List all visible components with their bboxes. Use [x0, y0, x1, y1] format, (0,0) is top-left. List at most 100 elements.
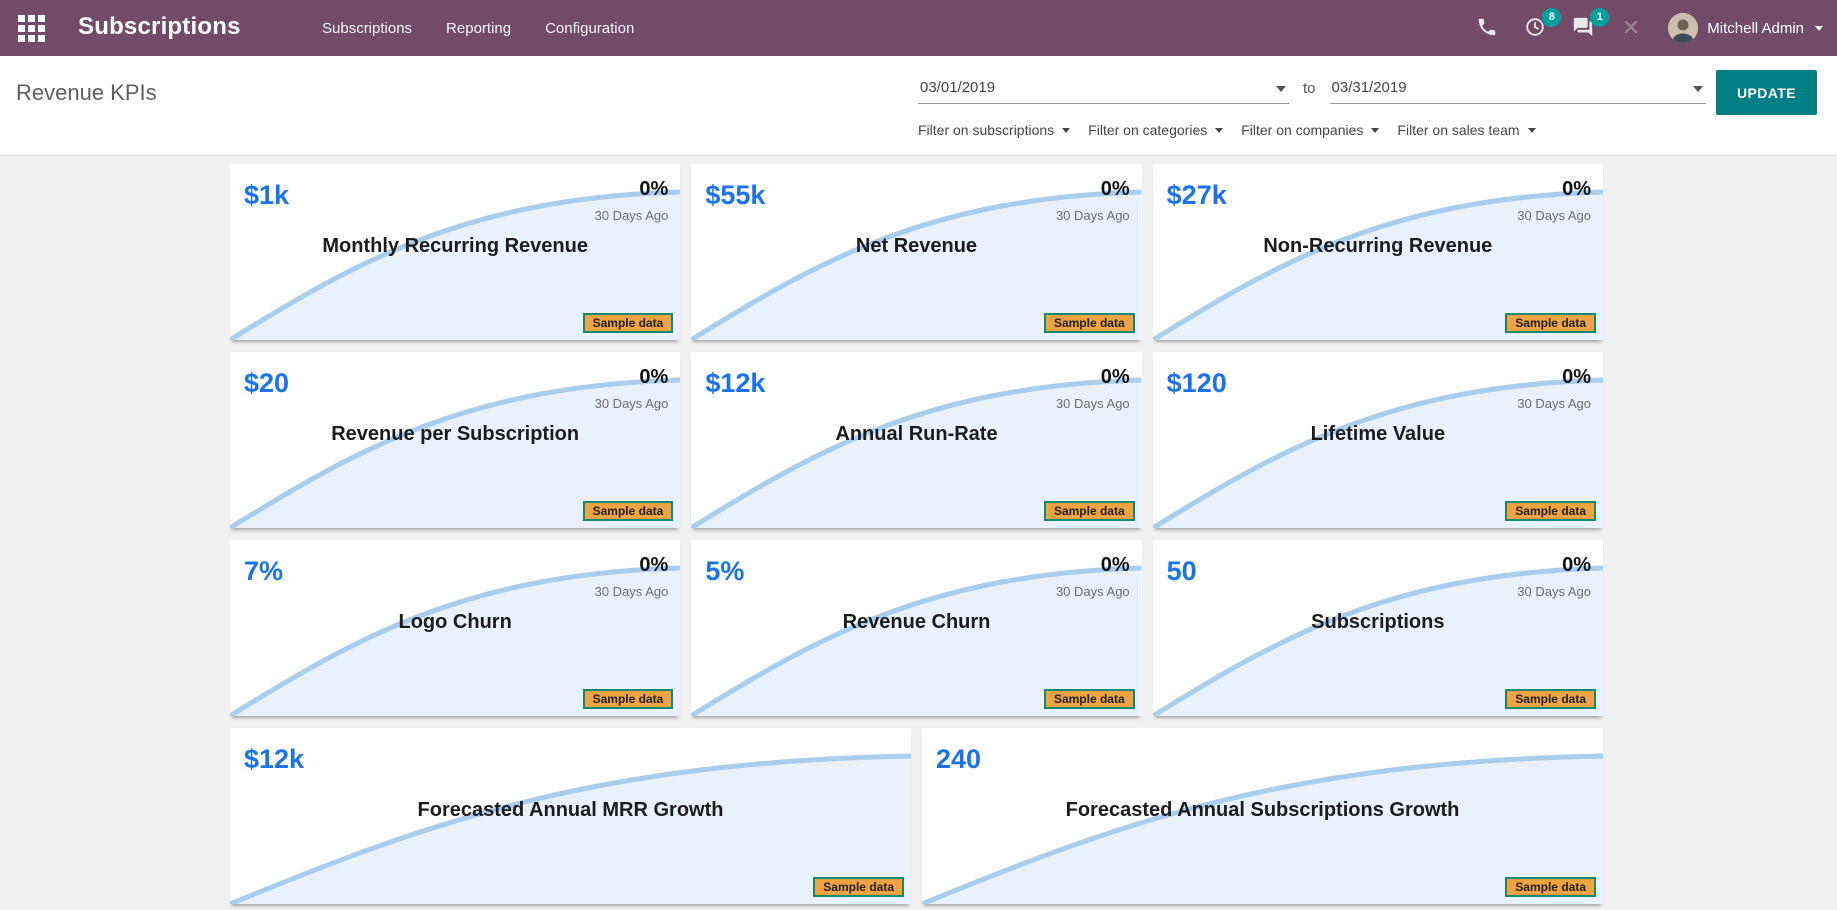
- kpi-change-pct: 0%: [1562, 554, 1591, 576]
- kpi-card-revenue-per-subscription[interactable]: $20 0% 30 Days Ago Revenue per Subscript…: [230, 352, 681, 528]
- kpi-change-period: 30 Days Ago: [1517, 396, 1591, 411]
- sample-data-badge: Sample data: [1505, 689, 1596, 709]
- trend-chart: [230, 540, 681, 716]
- kpi-change: 0% 30 Days Ago: [595, 178, 669, 223]
- sample-data-badge: Sample data: [1043, 501, 1135, 521]
- activity-count-badge: 8: [1542, 8, 1562, 27]
- kpi-value: $20: [244, 368, 290, 398]
- user-name-label: Mitchell Admin: [1707, 19, 1804, 37]
- kpi-title: Net Revenue: [855, 235, 978, 257]
- sample-data-badge: Sample data: [813, 877, 904, 897]
- kpi-card-monthly-recurring-revenue[interactable]: $1k 0% 30 Days Ago Monthly Recurring Rev…: [230, 164, 681, 340]
- chevron-down-icon: [1371, 127, 1380, 133]
- user-menu[interactable]: Mitchell Admin: [1668, 13, 1823, 43]
- kpi-card-subscriptions[interactable]: 50 0% 30 Days Ago Subscriptions Sample d…: [1152, 540, 1603, 716]
- trend-chart: [1152, 164, 1603, 340]
- kpi-card-revenue-churn[interactable]: 5% 0% 30 Days Ago Revenue Churn Sample d…: [691, 540, 1142, 716]
- kpi-value: $12k: [244, 744, 305, 774]
- kpi-value: $1k: [244, 180, 290, 210]
- trend-chart: [922, 728, 1603, 904]
- kpi-title: Subscriptions: [1311, 611, 1445, 633]
- filter-companies-dropdown[interactable]: Filter on companies: [1241, 122, 1380, 138]
- update-button[interactable]: UPDATE: [1716, 70, 1817, 115]
- kpi-change-pct: 0%: [639, 366, 669, 388]
- filter-categories-dropdown[interactable]: Filter on categories: [1088, 122, 1224, 138]
- trend-chart: [230, 164, 681, 340]
- date-from-field[interactable]: [918, 70, 1289, 104]
- crossed-tools-icon[interactable]: [1620, 16, 1644, 40]
- kpi-change-period: 30 Days Ago: [1055, 584, 1130, 599]
- sample-data-badge: Sample data: [1043, 689, 1135, 709]
- user-avatar: [1668, 13, 1699, 43]
- messages-chat-icon[interactable]: 1: [1572, 8, 1610, 40]
- kpi-title: Annual Run-Rate: [835, 423, 998, 445]
- date-range-to-label: to: [1303, 80, 1316, 97]
- kpi-title: Logo Churn: [398, 611, 512, 633]
- kpi-change-period: 30 Days Ago: [1517, 584, 1591, 599]
- menu-item-reporting[interactable]: Reporting: [446, 19, 512, 37]
- main-menu: Subscriptions Reporting Configuration: [322, 0, 634, 56]
- chevron-down-icon[interactable]: [1692, 86, 1703, 92]
- kpi-value: 7%: [244, 556, 284, 586]
- kpi-change: 0% 30 Days Ago: [595, 366, 669, 411]
- trend-chart: [1152, 540, 1603, 716]
- activities-clock-icon[interactable]: 8: [1524, 8, 1562, 40]
- menu-item-subscriptions[interactable]: Subscriptions: [322, 19, 413, 37]
- kpi-change-pct: 0%: [1100, 178, 1130, 200]
- kpi-change-pct: 0%: [1100, 554, 1130, 576]
- navbar-right-cluster: 8 1 Mitchell Admin: [1476, 0, 1823, 56]
- kpi-card-grid: $1k 0% 30 Days Ago Monthly Recurring Rev…: [230, 164, 1603, 904]
- kpi-card-net-revenue[interactable]: $55k 0% 30 Days Ago Net Revenue Sample d…: [691, 164, 1142, 340]
- phone-icon[interactable]: [1476, 16, 1500, 40]
- kpi-change-pct: 0%: [1562, 366, 1591, 388]
- message-count-badge: 1: [1590, 8, 1610, 27]
- kpi-title: Non-Recurring Revenue: [1263, 235, 1493, 257]
- date-to-field[interactable]: [1329, 70, 1706, 104]
- kpi-value: $55k: [705, 180, 766, 210]
- kpi-card-logo-churn[interactable]: 7% 0% 30 Days Ago Logo Churn Sample data: [230, 540, 681, 716]
- kpi-card-forecasted-annual-subscriptions-growth[interactable]: 240 Forecasted Annual Subscriptions Grow…: [922, 728, 1603, 904]
- kpi-title: Forecasted Annual Subscriptions Growth: [1065, 799, 1460, 821]
- page-title: Revenue KPIs: [16, 80, 157, 105]
- sample-data-badge: Sample data: [582, 313, 674, 333]
- kpi-change-pct: 0%: [1100, 366, 1130, 388]
- kpi-card-annual-run-rate[interactable]: $12k 0% 30 Days Ago Annual Run-Rate Samp…: [691, 352, 1142, 528]
- sample-data-badge: Sample data: [582, 501, 674, 521]
- kpi-title: Revenue Churn: [842, 611, 991, 633]
- kpi-value: 5%: [705, 556, 745, 586]
- date-from-input[interactable]: [918, 70, 1289, 100]
- kpi-change: 0% 30 Days Ago: [1056, 366, 1130, 411]
- date-to-input[interactable]: [1329, 70, 1706, 100]
- kpi-value: $12k: [705, 368, 766, 398]
- kpi-change: 0% 30 Days Ago: [1517, 178, 1591, 223]
- kpi-change: 0% 30 Days Ago: [1056, 554, 1130, 599]
- apps-grid-icon[interactable]: [18, 15, 45, 42]
- kpi-card-lifetime-value[interactable]: $120 0% 30 Days Ago Lifetime Value Sampl…: [1152, 352, 1603, 528]
- kpi-change-period: 30 Days Ago: [1055, 396, 1130, 411]
- kpi-change: 0% 30 Days Ago: [595, 554, 669, 599]
- top-navbar: Subscriptions Subscriptions Reporting Co…: [0, 0, 1837, 56]
- trend-chart: [230, 352, 681, 528]
- sample-data-badge: Sample data: [1505, 501, 1596, 521]
- trend-chart: [691, 164, 1142, 340]
- kpi-card-non-recurring-revenue[interactable]: $27k 0% 30 Days Ago Non-Recurring Revenu…: [1152, 164, 1603, 340]
- menu-item-configuration[interactable]: Configuration: [545, 19, 635, 37]
- kpi-change: 0% 30 Days Ago: [1056, 178, 1130, 223]
- kpi-change: 0% 30 Days Ago: [1517, 366, 1591, 411]
- filter-sales-team-dropdown[interactable]: Filter on sales team: [1397, 122, 1536, 138]
- kpi-value: $120: [1166, 368, 1227, 398]
- kpi-change-period: 30 Days Ago: [594, 584, 669, 599]
- sample-data-badge: Sample data: [582, 689, 674, 709]
- kpi-value: 240: [936, 744, 982, 774]
- date-range-controls: to: [918, 70, 1706, 104]
- chevron-down-icon[interactable]: [1276, 86, 1286, 92]
- sample-data-badge: Sample data: [1043, 313, 1135, 333]
- kpi-change-period: 30 Days Ago: [1055, 208, 1130, 223]
- kpi-change-period: 30 Days Ago: [1517, 208, 1591, 223]
- chevron-down-icon: [1527, 127, 1536, 133]
- app-brand-title: Subscriptions: [78, 13, 241, 40]
- kpi-card-forecasted-annual-mrr-growth[interactable]: $12k Forecasted Annual MRR Growth Sample…: [230, 728, 911, 904]
- chevron-down-icon: [1215, 127, 1224, 133]
- filter-subscriptions-dropdown[interactable]: Filter on subscriptions: [918, 122, 1071, 138]
- trend-chart: [230, 728, 911, 904]
